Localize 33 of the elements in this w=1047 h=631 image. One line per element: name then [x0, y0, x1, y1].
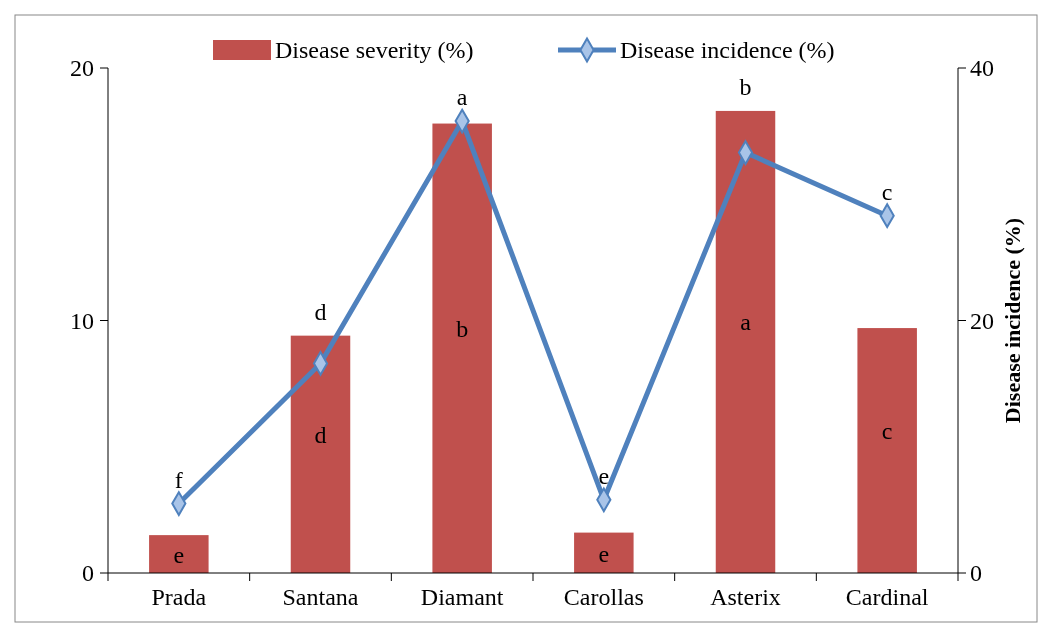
annotation: f: [174, 466, 183, 493]
y2-tick-label: 0: [970, 560, 982, 587]
bar: [290, 335, 351, 573]
bar: [574, 532, 634, 573]
legend-label: Disease severity (%): [275, 37, 474, 64]
y-tick-label: 0: [82, 560, 94, 587]
annotation: e: [173, 542, 185, 569]
annotation: b: [739, 74, 752, 101]
bar: [432, 123, 492, 573]
y-tick-label: 10: [70, 307, 94, 334]
x-tick-label: Asterix: [710, 584, 781, 610]
bar: [715, 110, 776, 573]
x-tick-label: Prada: [151, 584, 207, 610]
y-tick-label: 20: [70, 55, 94, 82]
bar: [857, 328, 917, 573]
y2-axis-title: Disease incidence (%): [1000, 217, 1025, 424]
annotation: e: [598, 541, 610, 568]
x-tick-label: Santana: [282, 584, 359, 610]
x-tick-label: Cardinal: [845, 584, 929, 610]
annotation: a: [456, 84, 468, 111]
annotation: a: [740, 309, 752, 336]
bar: [149, 535, 209, 573]
annotation: b: [456, 315, 469, 342]
annotation: c: [881, 417, 893, 444]
annotation: d: [314, 299, 327, 326]
annotation: c: [881, 179, 893, 206]
x-tick-label: Diamant: [420, 584, 504, 610]
legend-label: Disease incidence (%): [620, 37, 835, 64]
y2-tick-label: 40: [970, 55, 994, 82]
y2-tick-label: 20: [970, 307, 994, 334]
annotation: e: [598, 463, 610, 490]
x-tick-label: Carollas: [563, 584, 644, 610]
annotation: d: [314, 421, 327, 448]
